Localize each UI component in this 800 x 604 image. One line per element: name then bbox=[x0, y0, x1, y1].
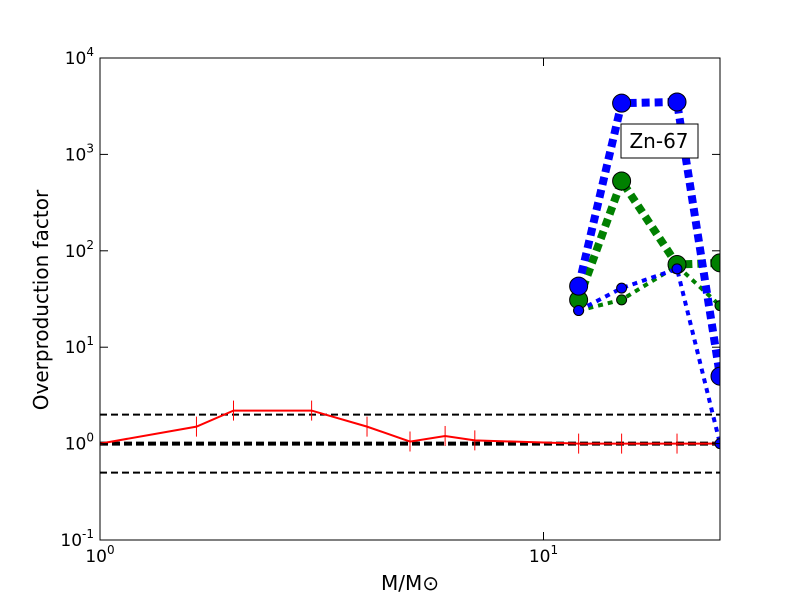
plot-area bbox=[100, 92, 720, 474]
point-marker bbox=[612, 171, 632, 191]
y-tick-label: 102 bbox=[65, 238, 94, 262]
x-axis-label: M/M⊙ bbox=[381, 571, 439, 595]
series-line bbox=[577, 266, 720, 445]
series-line bbox=[574, 97, 720, 377]
point-marker bbox=[569, 276, 589, 296]
y-tick-label: 101 bbox=[65, 334, 94, 358]
y-tick-label: 100 bbox=[65, 431, 94, 455]
y-axis-label: Overproduction factor bbox=[29, 189, 53, 410]
series-line bbox=[578, 263, 720, 313]
point-marker bbox=[667, 92, 687, 112]
annotation-box: Zn-67 bbox=[620, 123, 699, 159]
annotation: Zn-67 bbox=[629, 129, 688, 153]
y-tick-label: 104 bbox=[65, 45, 94, 69]
y-tick-label: 10-1 bbox=[60, 527, 94, 551]
point-marker bbox=[573, 305, 585, 317]
axes-frame bbox=[99, 57, 721, 541]
point-marker bbox=[671, 263, 683, 275]
x-tick-label: 100 bbox=[85, 543, 114, 567]
annotation-frame bbox=[620, 123, 699, 159]
point-marker bbox=[710, 253, 720, 273]
series-line bbox=[100, 409, 720, 445]
point-marker bbox=[612, 93, 632, 113]
point-marker bbox=[714, 300, 720, 312]
y-tick-label: 103 bbox=[65, 141, 94, 165]
x-tick-label: 101 bbox=[529, 543, 558, 567]
point-marker bbox=[616, 294, 628, 306]
point-marker bbox=[710, 366, 720, 386]
point-marker bbox=[616, 282, 628, 294]
